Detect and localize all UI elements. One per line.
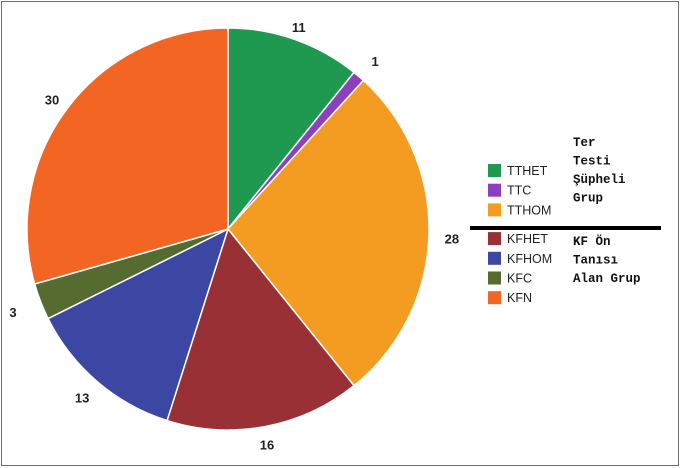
legend-label-kfn: KFN — [507, 291, 532, 305]
pie-slice-kfhom — [47, 227, 230, 422]
legend-group-label-line: Tanısı — [573, 254, 618, 268]
legend-swatch-kfn — [488, 291, 501, 305]
legend-group-label-line: Grup — [573, 192, 603, 206]
data-label-tthom: 28 — [445, 232, 459, 247]
data-label-ttc: 1 — [371, 54, 378, 69]
legend: TTHETTTCTTHOMTerTestiŞüpheliGrupKFHETKFH… — [470, 136, 661, 305]
legend-label-kfc: KFC — [507, 272, 532, 286]
legend-swatch-kfhet — [488, 232, 501, 246]
legend-item-tthet: TTHET — [488, 164, 548, 178]
legend-swatch-ttc — [488, 183, 501, 197]
data-label-kfhet: 16 — [260, 437, 274, 452]
pie-slice-tthet — [227, 27, 356, 232]
legend-item-kfhom: KFHOM — [488, 252, 552, 266]
legend-label-tthom: TTHOM — [507, 203, 551, 217]
legend-group-label-2: KF Ön Tanısı Alan Grup — [573, 233, 641, 286]
legend-group-2: KFHET KFHOM KFC KFN KF Ön Tanısı Alan Grup — [488, 232, 641, 305]
legend-swatch-kfc — [488, 271, 501, 285]
data-label-kfn: 30 — [45, 93, 59, 108]
pie-slice-tthom — [227, 79, 430, 387]
legend-swatch-kfhom — [488, 251, 501, 265]
legend-group-label-line: Testi — [573, 155, 611, 169]
legend-label-kfhom: KFHOM — [507, 252, 552, 266]
legend-swatch-tthom — [488, 203, 501, 217]
legend-item-ttc: TTC — [488, 183, 531, 198]
pie-slice-kfhet — [166, 227, 356, 431]
legend-group-label-line: KF Ön — [573, 233, 611, 249]
legend-group-label-line: Alan Grup — [573, 272, 641, 286]
legend-item-kfc: KFC — [488, 271, 532, 286]
legend-group-label-line: Şüpheli — [573, 173, 626, 187]
legend-label-kfhet: KFHET — [507, 232, 548, 246]
legend-item-kfn: KFN — [488, 291, 532, 305]
legend-group-label-line: Ter — [573, 136, 596, 150]
legend-item-tthom: TTHOM — [488, 203, 551, 217]
data-label-tthet: 11 — [292, 20, 306, 35]
pie-slices — [26, 27, 430, 431]
legend-group-1: TTHET TTC TTHOM Ter Testi Şüpheli Grup — [488, 136, 626, 217]
legend-item-kfhet: KFHET — [488, 232, 548, 246]
legend-label-ttc: TTC — [507, 184, 531, 198]
pie-slice-kfn — [26, 27, 229, 285]
data-label-kfc: 3 — [9, 305, 16, 320]
data-label-kfhom: 13 — [75, 390, 89, 405]
legend-group-label-1: Ter Testi Şüpheli Grup — [573, 136, 626, 206]
legend-label-tthet: TTHET — [507, 164, 548, 178]
legend-swatch-tthet — [488, 164, 501, 177]
